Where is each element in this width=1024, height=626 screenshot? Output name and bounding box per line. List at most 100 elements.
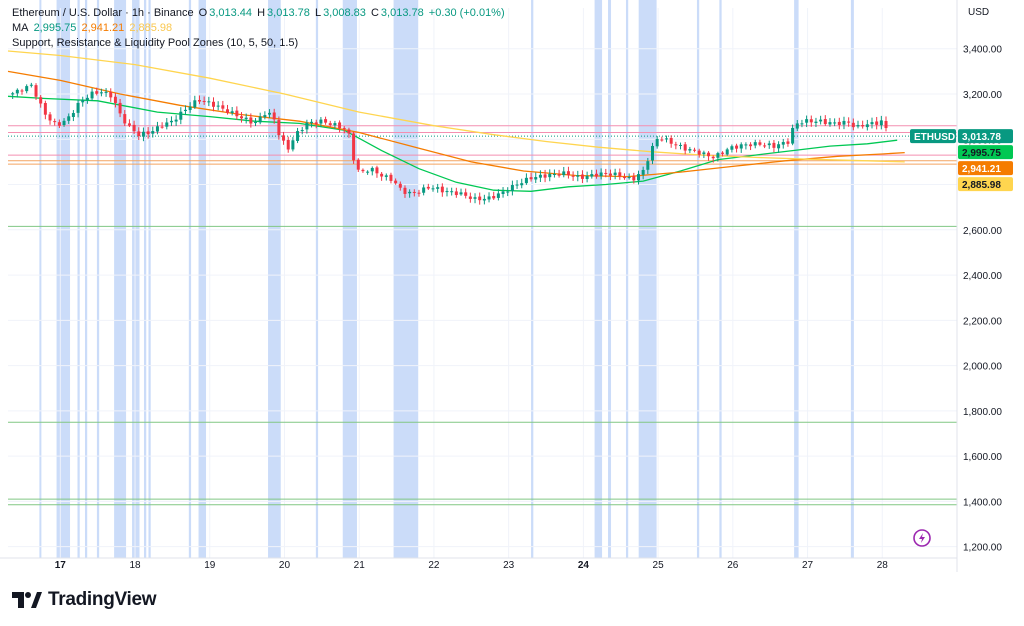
candle-body — [155, 126, 159, 132]
candle-body — [618, 172, 622, 177]
candle-body — [529, 177, 533, 180]
candle-body — [851, 122, 855, 128]
candle-body — [254, 122, 258, 124]
candle-body — [221, 105, 225, 109]
candle-body — [235, 110, 239, 117]
candle-body — [380, 173, 384, 177]
price-label-bg — [910, 129, 956, 144]
liquidity-zone — [148, 0, 151, 558]
price-label-bg — [958, 129, 1013, 144]
tradingview-logo-icon — [12, 592, 42, 608]
candle-body — [412, 191, 416, 193]
candle-body — [146, 131, 150, 135]
candle-body — [538, 174, 542, 178]
candle-body — [174, 119, 178, 122]
candle-body — [183, 109, 187, 112]
candle-body — [296, 131, 300, 141]
candle-body — [833, 122, 837, 124]
candle-body — [562, 171, 566, 176]
candle-body — [809, 119, 813, 123]
candle-body — [496, 193, 500, 198]
liquidity-zone — [39, 0, 42, 558]
candle-body — [118, 102, 122, 114]
candle-body — [674, 144, 678, 146]
candle-body — [263, 115, 267, 118]
x-tick-label: 21 — [354, 560, 366, 571]
candle-body — [758, 142, 762, 145]
candle-body — [861, 125, 865, 127]
candle-body — [137, 131, 141, 137]
candle-body — [800, 123, 804, 125]
x-tick-label: 22 — [428, 560, 440, 571]
candle-body — [127, 123, 131, 126]
candle-body — [464, 192, 468, 196]
candle-body — [207, 101, 211, 103]
tradingview-logo[interactable]: TradingView — [12, 588, 157, 612]
candle-body — [688, 149, 692, 151]
candle-body — [25, 86, 29, 92]
candle-body — [870, 122, 874, 125]
candle-body — [763, 145, 767, 147]
symbol-title[interactable]: Ethereum / U.S. Dollar · 1h · Binance — [12, 7, 194, 19]
y-tick-label: 3,400.00 — [963, 45, 1002, 56]
candle-body — [669, 137, 673, 144]
y-tick-label: 1,600.00 — [963, 452, 1002, 463]
candle-body — [76, 102, 80, 113]
candle-body — [534, 177, 538, 180]
price-label-text: 2,885.98 — [962, 180, 1001, 191]
y-tick-label: 1,400.00 — [963, 497, 1002, 508]
liquidity-zone — [132, 0, 140, 558]
candle-body — [169, 120, 173, 123]
candle-body — [795, 123, 799, 129]
currency-label[interactable]: USD — [968, 7, 990, 18]
liquidity-zone — [198, 0, 207, 558]
indicator-legend[interactable]: Support, Resistance & Liquidity Pool Zon… — [12, 36, 300, 50]
candle-body — [814, 121, 818, 123]
replay-icon[interactable] — [912, 528, 932, 548]
candle-body — [543, 174, 547, 178]
ma-label: MA — [12, 22, 29, 34]
candle-body — [291, 140, 295, 150]
liquidity-zone — [114, 0, 127, 558]
liquidity-zone — [608, 0, 612, 558]
candle-body — [753, 142, 757, 146]
candle-body — [328, 123, 332, 125]
high-value: 3,013.78 — [267, 7, 310, 19]
candle-body — [422, 187, 426, 193]
liquidity-zone — [315, 0, 319, 558]
candle-body — [693, 149, 697, 151]
candle-body — [524, 177, 528, 184]
candle-body — [884, 120, 888, 129]
x-tick-label: 20 — [279, 560, 291, 571]
candle-body — [57, 122, 61, 126]
candle-body — [599, 172, 603, 177]
moving-average-line — [7, 95, 898, 192]
x-tick-label: 25 — [653, 560, 665, 571]
candle-body — [352, 133, 356, 161]
price-label-text: ETHUSD — [914, 132, 955, 143]
candle-body — [660, 139, 664, 141]
candle-body — [739, 144, 743, 149]
candle-body — [650, 145, 654, 161]
candle-body — [557, 174, 561, 176]
candle-body — [749, 144, 753, 147]
x-tick-label: 17 — [55, 560, 67, 571]
candle-body — [440, 186, 444, 193]
candle-body — [403, 187, 407, 194]
candle-body — [81, 99, 85, 103]
moving-average-line — [7, 50, 905, 163]
candle-body — [454, 191, 458, 196]
candle-body — [85, 97, 89, 101]
candle-body — [314, 122, 318, 124]
candle-body — [548, 173, 552, 178]
ma-legend[interactable]: MA 2,995.75 2,941.21 2,885.98 — [12, 21, 174, 35]
candle-body — [123, 114, 127, 124]
liquidity-zone — [342, 0, 357, 558]
open-label: O — [198, 7, 208, 19]
price-label-bg — [958, 145, 1013, 160]
candle-body — [520, 183, 524, 186]
candle-body — [90, 91, 94, 99]
y-tick-label: 1,800.00 — [963, 407, 1002, 418]
